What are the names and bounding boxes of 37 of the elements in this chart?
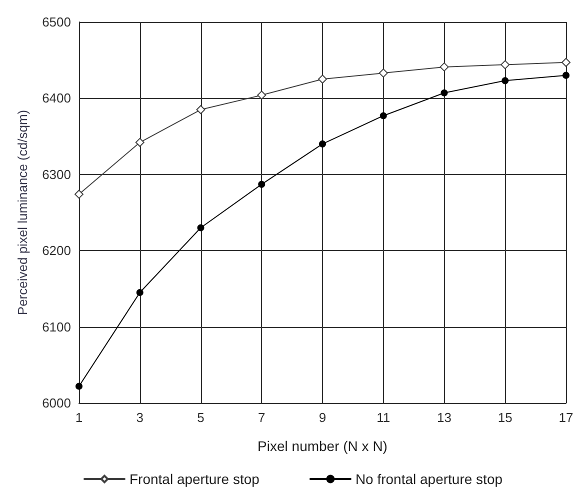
point	[502, 77, 509, 84]
point	[318, 74, 327, 84]
y-tick-label: 6200	[42, 243, 71, 258]
x-tick-label: 7	[258, 410, 266, 425]
point	[500, 60, 510, 70]
point	[258, 180, 266, 188]
y-tick-label: 6500	[42, 14, 71, 30]
point	[562, 58, 570, 67]
x-tick-label: 9	[318, 410, 326, 425]
y-tick-label: 6100	[42, 319, 71, 334]
x-tick-label: 3	[136, 410, 144, 425]
point	[440, 89, 448, 96]
x-tick-label: 5	[197, 410, 204, 425]
point	[196, 105, 206, 114]
point	[197, 224, 204, 232]
y-axis-title: Perceived pixel luminance (cd/sqm)	[15, 110, 30, 316]
point	[257, 90, 266, 100]
x-tick-label: 11	[376, 410, 390, 425]
point	[380, 112, 387, 120]
point	[135, 138, 144, 147]
point	[319, 140, 326, 148]
point	[562, 72, 570, 79]
point	[378, 68, 388, 78]
x-tick-label: 17	[558, 410, 574, 425]
legend-label: No frontal aperture stop	[355, 471, 503, 487]
point	[136, 289, 144, 296]
y-tick-label: 6400	[42, 90, 71, 106]
legend-label: Frontal aperture stop	[129, 471, 260, 487]
y-tick-label: 6000	[42, 396, 71, 410]
point	[440, 62, 449, 72]
x-axis-title: Pixel number (N x N)	[258, 438, 388, 454]
point	[74, 190, 84, 199]
x-tick-label: 1	[75, 410, 83, 425]
y-tick-label: 6300	[42, 166, 71, 182]
point	[76, 382, 82, 390]
x-tick-label: 13	[437, 410, 452, 425]
x-tick-label: 15	[498, 410, 512, 425]
